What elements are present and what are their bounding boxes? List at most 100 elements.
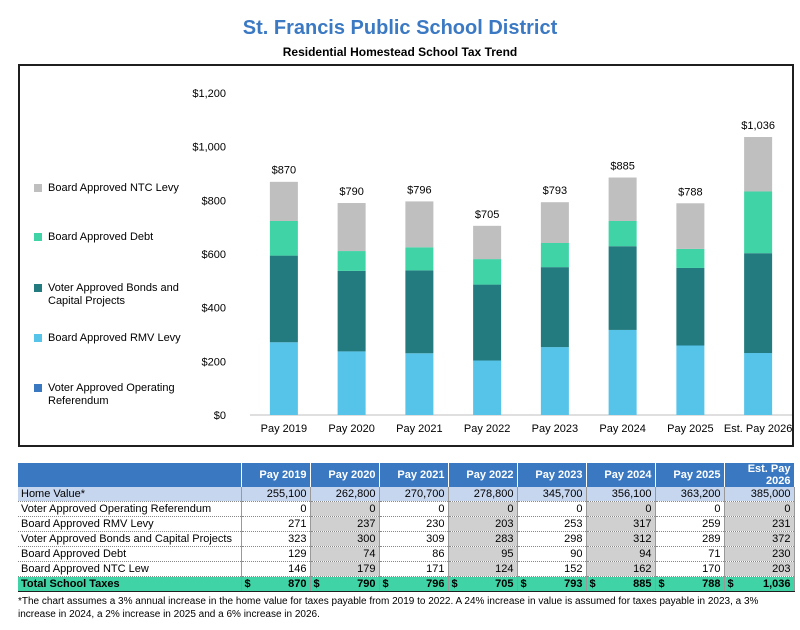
total-row: Total School Taxes $870 $790 $796 $705 $793 $8… [18, 576, 795, 592]
total-value: 790 [357, 578, 376, 590]
table-cell: 90 [517, 546, 587, 562]
total-cell: $705 [448, 576, 518, 592]
table-cell: 71 [655, 546, 725, 562]
table-cell: 94 [586, 546, 656, 562]
table-cell: Board Approved Debt [18, 546, 242, 562]
table-cell: 309 [379, 531, 449, 547]
currency-symbol: $ [520, 578, 527, 590]
table-cell: 278,800 [448, 487, 518, 502]
currency-symbol: $ [658, 578, 665, 590]
table-cell: 0 [379, 501, 449, 517]
table-cell: 0 [586, 501, 656, 517]
total-cell: $1,036 [724, 576, 795, 592]
total-value: 796 [426, 578, 445, 590]
total-value: 885 [633, 578, 652, 590]
chart-title: St. Francis Public School District [242, 17, 558, 39]
tax-data-table: Pay 2019 Pay 2020 Pay 2021 Pay 2022 Pay 2023… [18, 463, 795, 592]
bar-segment [405, 353, 434, 415]
table-cell: 385,000 [724, 487, 795, 502]
y-tick-label: $600 [202, 249, 226, 261]
table-row: Board Approved NTC Lew 146 179 171 124 152 162… [18, 561, 795, 577]
table-cell: 363,200 [655, 487, 725, 502]
table-cell: 171 [379, 561, 449, 577]
legend-label: Board Approved Debt [48, 231, 154, 243]
table-cell: 372 [724, 531, 795, 547]
bar-segment [608, 220, 637, 247]
table-cell: 203 [448, 516, 518, 532]
total-value: 1,036 [762, 578, 791, 590]
bar-segment [337, 203, 366, 252]
bar-segment [744, 137, 773, 192]
table-cell: 253 [517, 516, 587, 532]
table-cell: 323 [241, 531, 311, 547]
x-tick-label: Pay 2020 [328, 423, 374, 435]
bar-total-label: $796 [407, 184, 431, 196]
table-cell: Total School Taxes [18, 576, 242, 592]
total-value: 793 [564, 578, 583, 590]
table-cell: 0 [448, 501, 518, 517]
footnote: *The chart assumes a 3% annual increase … [18, 596, 759, 620]
column-header: Pay 2025 [655, 463, 725, 487]
table-cell: 345,700 [517, 487, 587, 502]
legend-label: Voter Approved Operating Referendum [48, 382, 175, 407]
column-header: Pay 2019 [241, 463, 311, 487]
table-cell: 230 [379, 516, 449, 532]
table-cell: 129 [241, 546, 311, 562]
bar-segment [744, 191, 773, 254]
table-cell: Voter Approved Operating Referendum [18, 501, 242, 517]
column-header: Pay 2020 [310, 463, 380, 487]
bar-segment [676, 248, 705, 268]
y-tick-label: $400 [202, 303, 226, 315]
bar-segment [473, 225, 502, 260]
table-row: Voter Approved Operating Referendum 0 0 0 0 0… [18, 501, 795, 517]
currency-symbol: $ [589, 578, 596, 590]
legend-swatch [34, 384, 42, 392]
bar-segment [405, 201, 434, 248]
total-cell: $870 [241, 576, 311, 592]
table-cell: 270,700 [379, 487, 449, 502]
table-cell: 95 [448, 546, 518, 562]
total-cell: $790 [310, 576, 380, 592]
table-cell: 271 [241, 516, 311, 532]
table-cell: Board Approved RMV Levy [18, 516, 242, 532]
bar-segment [676, 267, 705, 346]
table-cell: 0 [310, 501, 380, 517]
total-cell: $796 [379, 576, 449, 592]
table-row: Home Value* 255,100 262,800 270,700 278,800 3… [18, 487, 795, 502]
currency-symbol: $ [313, 578, 320, 590]
bar-segment [540, 267, 569, 348]
x-tick-label: Est. Pay 2026 [724, 423, 792, 435]
bar-total-label: $788 [678, 187, 702, 199]
bar-segment [473, 259, 502, 285]
x-tick-label: Pay 2025 [667, 423, 713, 435]
table-cell: 231 [724, 516, 795, 532]
y-tick-label: $0 [214, 410, 226, 422]
bar-segment [540, 242, 569, 268]
bar-segment [269, 255, 298, 343]
table-cell: 300 [310, 531, 380, 547]
table-cell: 259 [655, 516, 725, 532]
bar-segment [744, 353, 773, 415]
table-cell: Home Value* [18, 487, 242, 502]
table-cell: 0 [517, 501, 587, 517]
y-tick-label: $200 [202, 356, 226, 368]
column-header: Pay 2021 [379, 463, 449, 487]
currency-symbol: $ [451, 578, 458, 590]
total-cell: $885 [586, 576, 656, 592]
legend-label: Board Approved RMV Levy [48, 332, 181, 344]
table-cell: 283 [448, 531, 518, 547]
legend-swatch [34, 334, 42, 342]
bar-segment [540, 347, 569, 415]
table-row: Voter Approved Bonds and Capital Project… [18, 531, 795, 547]
total-value: 788 [702, 578, 721, 590]
bar-segment [337, 351, 366, 415]
legend-swatch [34, 184, 42, 192]
x-tick-label: Pay 2024 [599, 423, 645, 435]
column-header: Est. Pay 2026 [724, 463, 795, 487]
table-cell: 312 [586, 531, 656, 547]
bar-segment [337, 251, 366, 271]
table-cell: 162 [586, 561, 656, 577]
x-tick-label: Pay 2021 [396, 423, 442, 435]
table-cell: 170 [655, 561, 725, 577]
table-cell: 298 [517, 531, 587, 547]
